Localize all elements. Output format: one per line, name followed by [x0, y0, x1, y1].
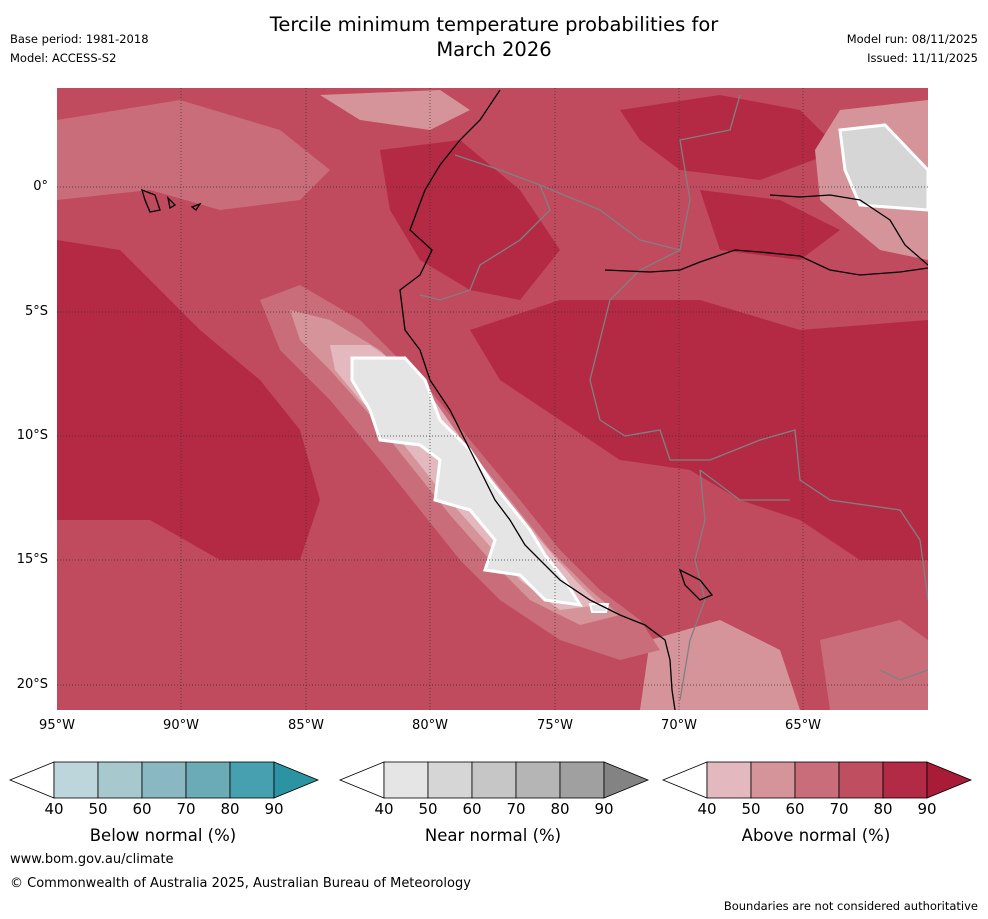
base-period-text: Base period: 1981-2018 — [10, 32, 149, 46]
field-zone-northeast — [620, 95, 840, 180]
colorbar-tick-label: 60 — [132, 800, 152, 818]
colorbar-tick-label: 50 — [88, 800, 108, 818]
colorbar-tick-label: 50 — [418, 800, 438, 818]
colorbar-box — [427, 761, 473, 799]
map-title: Tercile minimum temperature probabilitie… — [0, 12, 988, 62]
near-normal-patch-north — [838, 123, 928, 212]
colorbar-tick-label: 90 — [917, 800, 937, 818]
lat-label: 15°S — [16, 552, 48, 567]
colorbar-box — [141, 761, 187, 799]
colorbar-tick-label: 40 — [44, 800, 64, 818]
colorbar-below-normal — [8, 761, 320, 799]
colorbar-tick-label: 50 — [741, 800, 761, 818]
title-line-2: March 2026 — [436, 38, 552, 61]
website-link[interactable]: www.bom.gov.au/climate — [10, 852, 174, 867]
lon-label: 65°W — [785, 718, 821, 733]
colorbar-tick-label: 80 — [550, 800, 570, 818]
lat-label: 5°S — [24, 304, 48, 319]
field-zone-west — [57, 240, 320, 560]
colorbar-above-normal — [661, 761, 973, 799]
colorbar-tick-label: 70 — [506, 800, 526, 818]
disclaimer-text: Boundaries are not considered authoritat… — [723, 899, 978, 913]
colorbar-box — [53, 761, 99, 799]
title-line-1: Tercile minimum temperature probabilitie… — [269, 13, 719, 36]
colorbar-tick-label: 70 — [829, 800, 849, 818]
field-zone-amazon — [700, 190, 840, 260]
colorbar-box — [794, 761, 840, 799]
colorbar-tick-label: 60 — [785, 800, 805, 818]
colorbar-box — [750, 761, 796, 799]
near-normal-patch-small — [588, 603, 610, 613]
model-text: Model: ACCESS-S2 — [10, 51, 117, 65]
colorbar-tick-label: 80 — [220, 800, 240, 818]
field-zone-southeast — [820, 620, 928, 710]
colorbar-box — [383, 761, 429, 799]
colorbar-box — [471, 761, 517, 799]
lat-label: 0° — [33, 179, 48, 194]
near-normal-patch-coast — [350, 356, 583, 607]
lat-label: 20°S — [16, 677, 48, 692]
field-zone-top — [320, 90, 470, 130]
field-zone-pacific-north — [57, 100, 330, 210]
near-normal-label: Near normal (%) — [424, 826, 562, 845]
colorbar-box — [838, 761, 884, 799]
field-zone-south-light — [640, 620, 800, 710]
colorbar-high-extend — [603, 761, 650, 799]
grid-lines — [57, 88, 928, 710]
colorbar-box — [97, 761, 143, 799]
lon-label: 75°W — [537, 718, 573, 733]
issued-text: Issued: 11/11/2025 — [867, 51, 978, 65]
colorbar-tick-label: 70 — [176, 800, 196, 818]
colorbar-box — [185, 761, 231, 799]
colorbar-box — [515, 761, 561, 799]
lat-label: 10°S — [16, 428, 48, 443]
lon-label: 90°W — [163, 718, 199, 733]
colorbar-tick-label: 80 — [873, 800, 893, 818]
model-run-text: Model run: 08/11/2025 — [846, 32, 978, 46]
colorbar-high-extend — [273, 761, 320, 799]
country-borders — [419, 94, 928, 701]
colorbar-tick-label: 60 — [462, 800, 482, 818]
colorbar-low-extend — [338, 761, 385, 799]
field-zone-north — [380, 140, 560, 300]
lon-label: 95°W — [39, 718, 75, 733]
coastline — [140, 89, 928, 710]
colorbars — [8, 761, 973, 799]
colorbar-box — [559, 761, 605, 799]
below-normal-label: Below normal (%) — [89, 826, 237, 845]
colorbar-near-normal — [338, 761, 650, 799]
colorbar-tick-label: 40 — [697, 800, 717, 818]
colorbar-high-extend — [926, 761, 973, 799]
map-field — [57, 88, 928, 710]
colorbar-box — [229, 761, 275, 799]
colorbar-tick-label: 90 — [594, 800, 614, 818]
copyright-text: © Commonwealth of Australia 2025, Austra… — [10, 876, 471, 891]
colorbar-low-extend — [661, 761, 708, 799]
above-normal-label: Above normal (%) — [741, 826, 891, 845]
colorbar-box — [882, 761, 928, 799]
colorbar-tick-label: 40 — [374, 800, 394, 818]
lon-label: 85°W — [288, 718, 324, 733]
field-zone-east — [470, 300, 928, 560]
colorbar-tick-label: 90 — [264, 800, 284, 818]
colorbar-low-extend — [8, 761, 55, 799]
lon-label: 80°W — [412, 718, 448, 733]
colorbar-box — [706, 761, 752, 799]
lon-label: 70°W — [661, 718, 697, 733]
